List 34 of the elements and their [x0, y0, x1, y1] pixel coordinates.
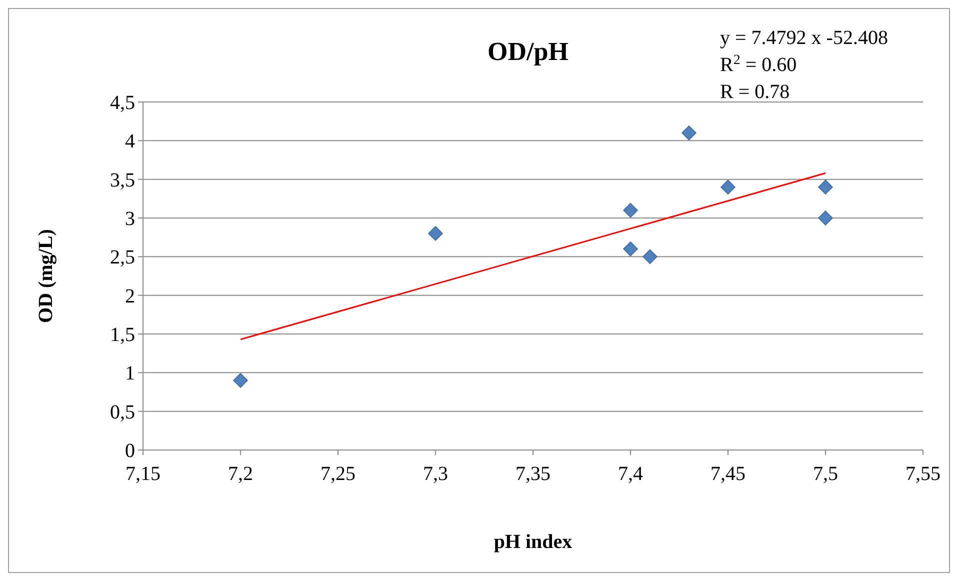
- x-tick-label: 7,35: [516, 463, 550, 485]
- point: [428, 226, 443, 241]
- x-axis-title: pH index: [494, 531, 572, 553]
- point: [642, 249, 658, 264]
- annotation: R = 0.78: [720, 81, 790, 103]
- y-tick-label: 0,5: [110, 401, 135, 424]
- y-tick-label: 4,5: [110, 92, 135, 114]
- y-tick-label: 1: [125, 362, 135, 385]
- x-tick-label: 7,25: [320, 463, 356, 485]
- point: [720, 180, 736, 194]
- text: y = 7.4792 x -52.408: [720, 27, 888, 49]
- text: R$^{2}$ = 0.60: [720, 52, 797, 76]
- x-tick-label: 7,4: [618, 463, 643, 485]
- point: [623, 242, 638, 256]
- x-tick-label: 7,15: [126, 463, 160, 485]
- x-tick-label: 7,3: [423, 463, 448, 485]
- point: [682, 126, 696, 140]
- point: [233, 373, 248, 388]
- point: [818, 210, 833, 226]
- point: [818, 180, 833, 194]
- x-tick-label: 7,5: [813, 463, 838, 485]
- chart-title: OD/pH: [488, 37, 568, 66]
- x-tick-label: 7,55: [906, 463, 940, 485]
- x-tick-label: 7,2: [228, 463, 253, 485]
- y-tick-label: 1,5: [110, 324, 135, 346]
- y-tick-label: 2: [125, 285, 135, 308]
- y-tick-label: 2,5: [110, 246, 135, 269]
- y-tick-label: 4: [125, 130, 135, 153]
- y-tick-label: 3,5: [110, 169, 135, 192]
- y-tick-label: 0: [125, 440, 135, 462]
- y-axis-title: OD (mg/L): [35, 229, 57, 323]
- y-tick-label: 3: [125, 208, 135, 230]
- x-tick-label: 7,45: [710, 463, 746, 485]
- point: [623, 202, 638, 218]
